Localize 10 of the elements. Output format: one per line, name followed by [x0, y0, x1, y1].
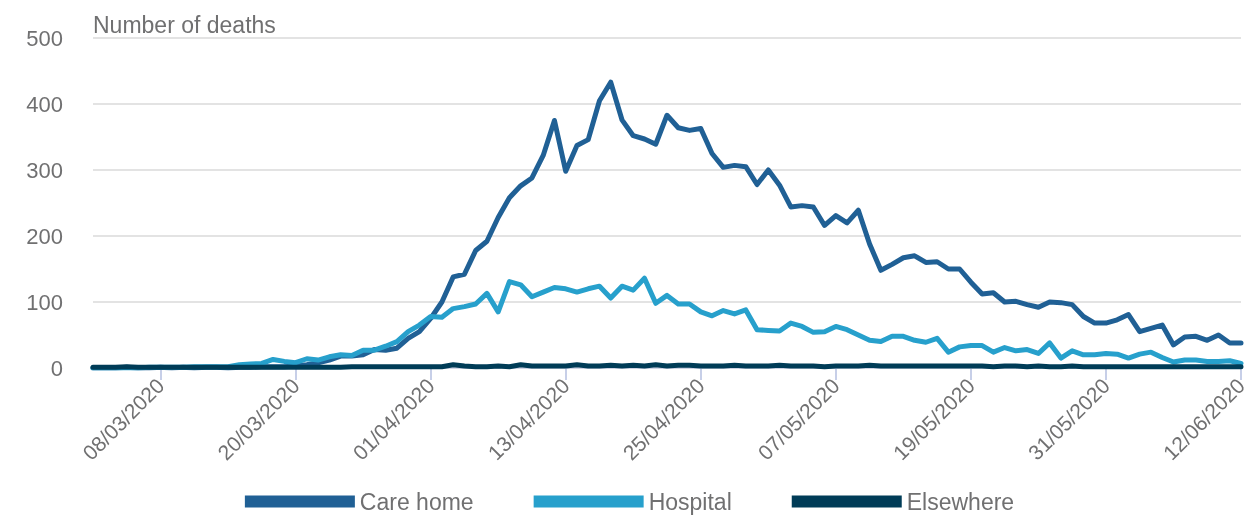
y-tick-label: 500 — [26, 25, 63, 51]
y-tick-label: 300 — [26, 157, 63, 183]
y-axis-title: Number of deaths — [93, 11, 276, 38]
legend-label: Elsewhere — [906, 488, 1015, 515]
y-tick-label: 100 — [26, 289, 63, 315]
y-tick-label: 400 — [26, 91, 63, 117]
legend-label: Care home — [359, 488, 474, 515]
y-tick-label: 200 — [26, 223, 63, 249]
legend-label: Hospital — [648, 488, 732, 515]
y-tick-label: 0 — [50, 355, 63, 381]
